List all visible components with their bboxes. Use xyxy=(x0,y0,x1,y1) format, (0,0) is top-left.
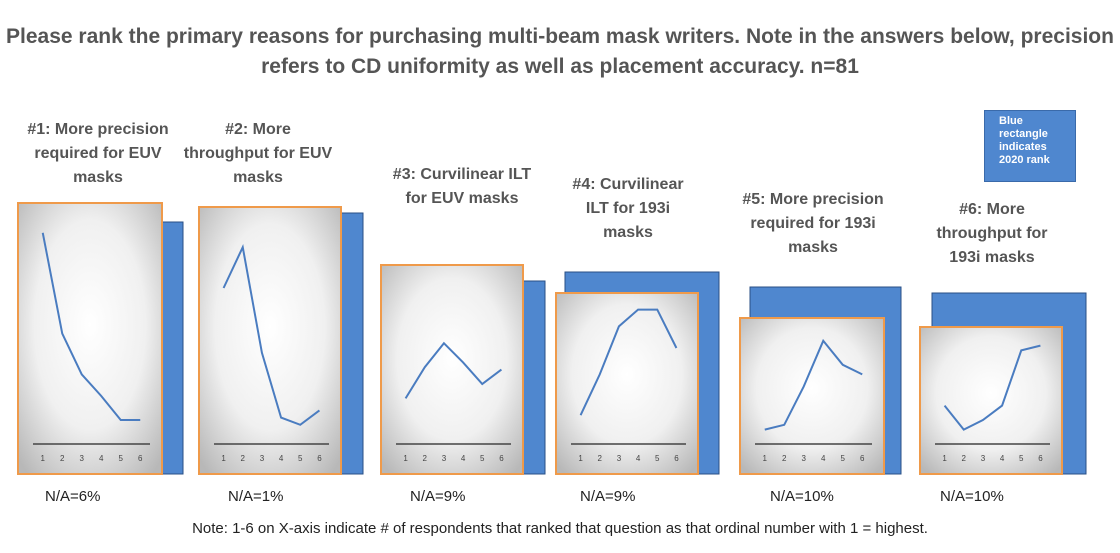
x-tick-label: 1 xyxy=(942,454,947,463)
data-line xyxy=(404,341,503,399)
x-tick-label: 3 xyxy=(617,454,622,463)
x-tick-label: 2 xyxy=(423,454,428,463)
x-tick-label: 3 xyxy=(80,454,85,463)
data-line xyxy=(579,308,678,416)
na-label: N/A=1% xyxy=(228,488,284,505)
x-tick-label: 3 xyxy=(442,454,447,463)
panel xyxy=(380,264,524,475)
legend-box: Blue rectangle indicates 2020 rank xyxy=(984,110,1076,182)
x-tick-label: 5 xyxy=(841,454,846,463)
x-tick-label: 1 xyxy=(763,454,768,463)
x-tick-label: 3 xyxy=(260,454,265,463)
x-tick-label: 2 xyxy=(962,454,967,463)
data-line xyxy=(764,338,863,431)
x-tick-label: 5 xyxy=(298,454,303,463)
footnote: Note: 1-6 on X-axis indicate # of respon… xyxy=(192,520,928,537)
x-tick-label: 6 xyxy=(499,454,504,463)
x-tick-label: 5 xyxy=(119,454,124,463)
panel xyxy=(739,317,885,475)
na-label: N/A=10% xyxy=(940,488,1004,505)
x-tick-label: 2 xyxy=(60,454,65,463)
x-tick-label: 4 xyxy=(279,454,284,463)
x-tick-label: 1 xyxy=(221,454,226,463)
x-tick-label: 5 xyxy=(480,454,485,463)
x-tick-label: 6 xyxy=(1038,454,1043,463)
x-tick-label: 4 xyxy=(636,454,641,463)
x-tick-label: 5 xyxy=(655,454,660,463)
panel-title: #1: More precision required for EUV mask… xyxy=(27,121,169,186)
x-tick-label: 1 xyxy=(41,454,46,463)
data-line xyxy=(41,232,141,421)
panel-title: #4: Curvilinear ILT for 193i masks xyxy=(572,176,684,241)
data-line xyxy=(222,243,321,426)
x-tick-label: 4 xyxy=(461,454,466,463)
x-tick-label: 2 xyxy=(782,454,787,463)
na-label: N/A=9% xyxy=(410,488,466,505)
x-tick-label: 6 xyxy=(674,454,679,463)
na-label: N/A=6% xyxy=(45,488,101,505)
x-tick-label: 4 xyxy=(99,454,104,463)
panel xyxy=(17,202,163,475)
panel-title: #2: More throughput for EUV masks xyxy=(183,121,333,186)
data-line xyxy=(943,344,1041,431)
panel-title: #3: Curvilinear ILT for EUV masks xyxy=(392,166,532,207)
page-title: Please rank the primary reasons for purc… xyxy=(6,25,1114,78)
x-tick-label: 5 xyxy=(1019,454,1024,463)
x-tick-label: 6 xyxy=(860,454,865,463)
x-tick-label: 2 xyxy=(241,454,246,463)
x-tick-label: 3 xyxy=(802,454,807,463)
x-tick-label: 6 xyxy=(138,454,143,463)
x-tick-label: 2 xyxy=(598,454,603,463)
panel xyxy=(198,206,342,475)
x-tick-label: 6 xyxy=(317,454,322,463)
x-tick-label: 4 xyxy=(821,454,826,463)
x-tick-label: 1 xyxy=(403,454,408,463)
na-label: N/A=9% xyxy=(580,488,636,505)
x-tick-label: 1 xyxy=(578,454,583,463)
x-tick-label: 3 xyxy=(981,454,986,463)
x-tick-label: 4 xyxy=(1000,454,1005,463)
panel xyxy=(919,326,1063,475)
panel-title: #6: More throughput for 193i masks xyxy=(936,201,1048,266)
panel-title: #5: More precision required for 193i mas… xyxy=(742,191,884,256)
na-label: N/A=10% xyxy=(770,488,834,505)
